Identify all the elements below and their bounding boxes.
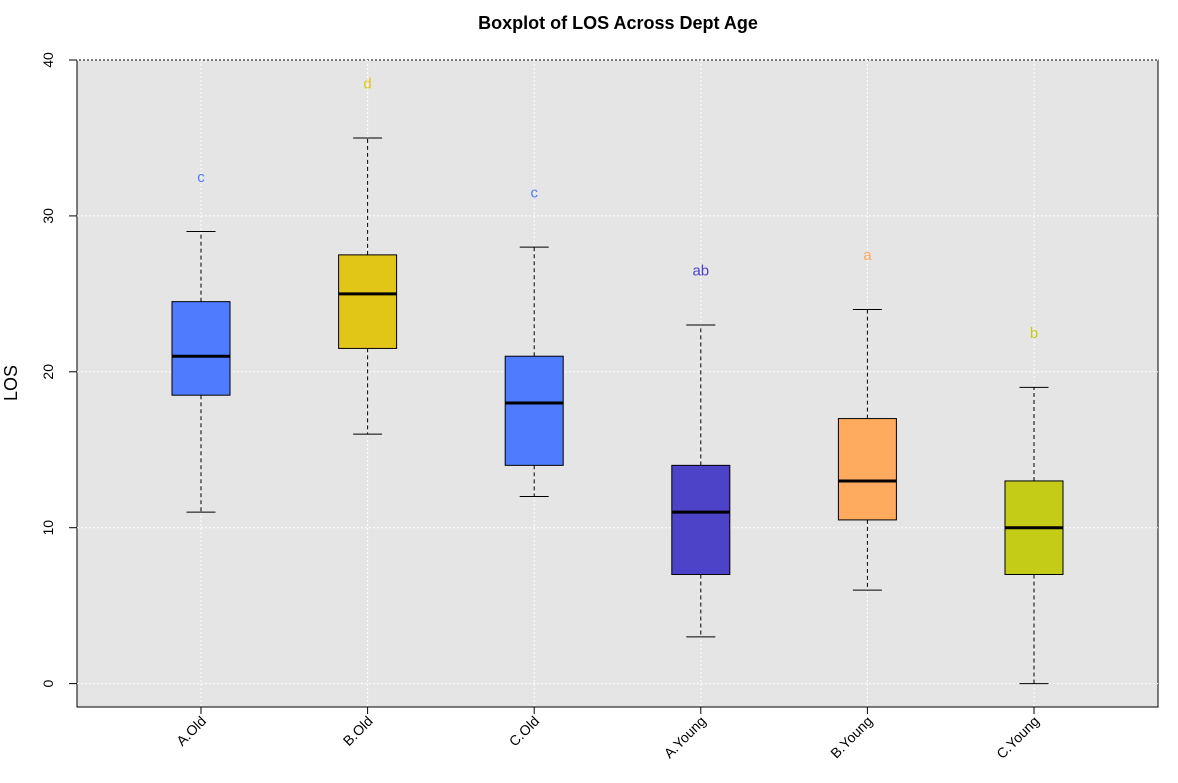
- box-c-young: [1004, 386, 1064, 685]
- x-axis: A.Old B.Old C.Old A.Young B.Young C.Young: [173, 707, 1042, 762]
- y-axis: 0 10 20 30 40: [40, 52, 77, 688]
- grid-lines: [77, 59, 1158, 707]
- box-a-young: [671, 324, 731, 638]
- y-tick-label: 20: [40, 364, 56, 380]
- x-tick-label: A.Young: [661, 713, 709, 761]
- y-tick-label: 30: [40, 208, 56, 224]
- group-letter: c: [530, 185, 538, 202]
- y-tick-label: 0: [40, 680, 56, 688]
- iqr-box: [171, 301, 231, 396]
- box-b-old: [338, 137, 398, 435]
- iqr-box: [671, 464, 731, 575]
- group-letter: a: [863, 247, 872, 264]
- iqr-box: [837, 418, 897, 521]
- group-letter: d: [363, 75, 371, 92]
- group-letter: ab: [692, 262, 709, 279]
- chart-title: Boxplot of LOS Across Dept Age: [478, 13, 758, 33]
- iqr-box: [504, 355, 564, 466]
- x-tick-label: C.Young: [993, 713, 1042, 762]
- y-axis-label: LOS: [1, 365, 21, 401]
- y-tick-label: 40: [40, 52, 56, 68]
- y-tick-label: 10: [40, 520, 56, 536]
- group-letter: c: [197, 169, 205, 186]
- x-tick-label: A.Old: [173, 713, 209, 749]
- box-a-old: [171, 230, 231, 513]
- iqr-box: [338, 254, 398, 349]
- box-b-young: [837, 308, 897, 591]
- group-letter: b: [1030, 325, 1038, 342]
- x-tick-label: B.Old: [340, 713, 376, 749]
- x-tick-label: C.Old: [506, 713, 543, 750]
- x-tick-label: B.Young: [827, 713, 875, 761]
- boxes: [171, 137, 1064, 685]
- box-c-old: [504, 246, 564, 498]
- plot-area: [76, 59, 1159, 708]
